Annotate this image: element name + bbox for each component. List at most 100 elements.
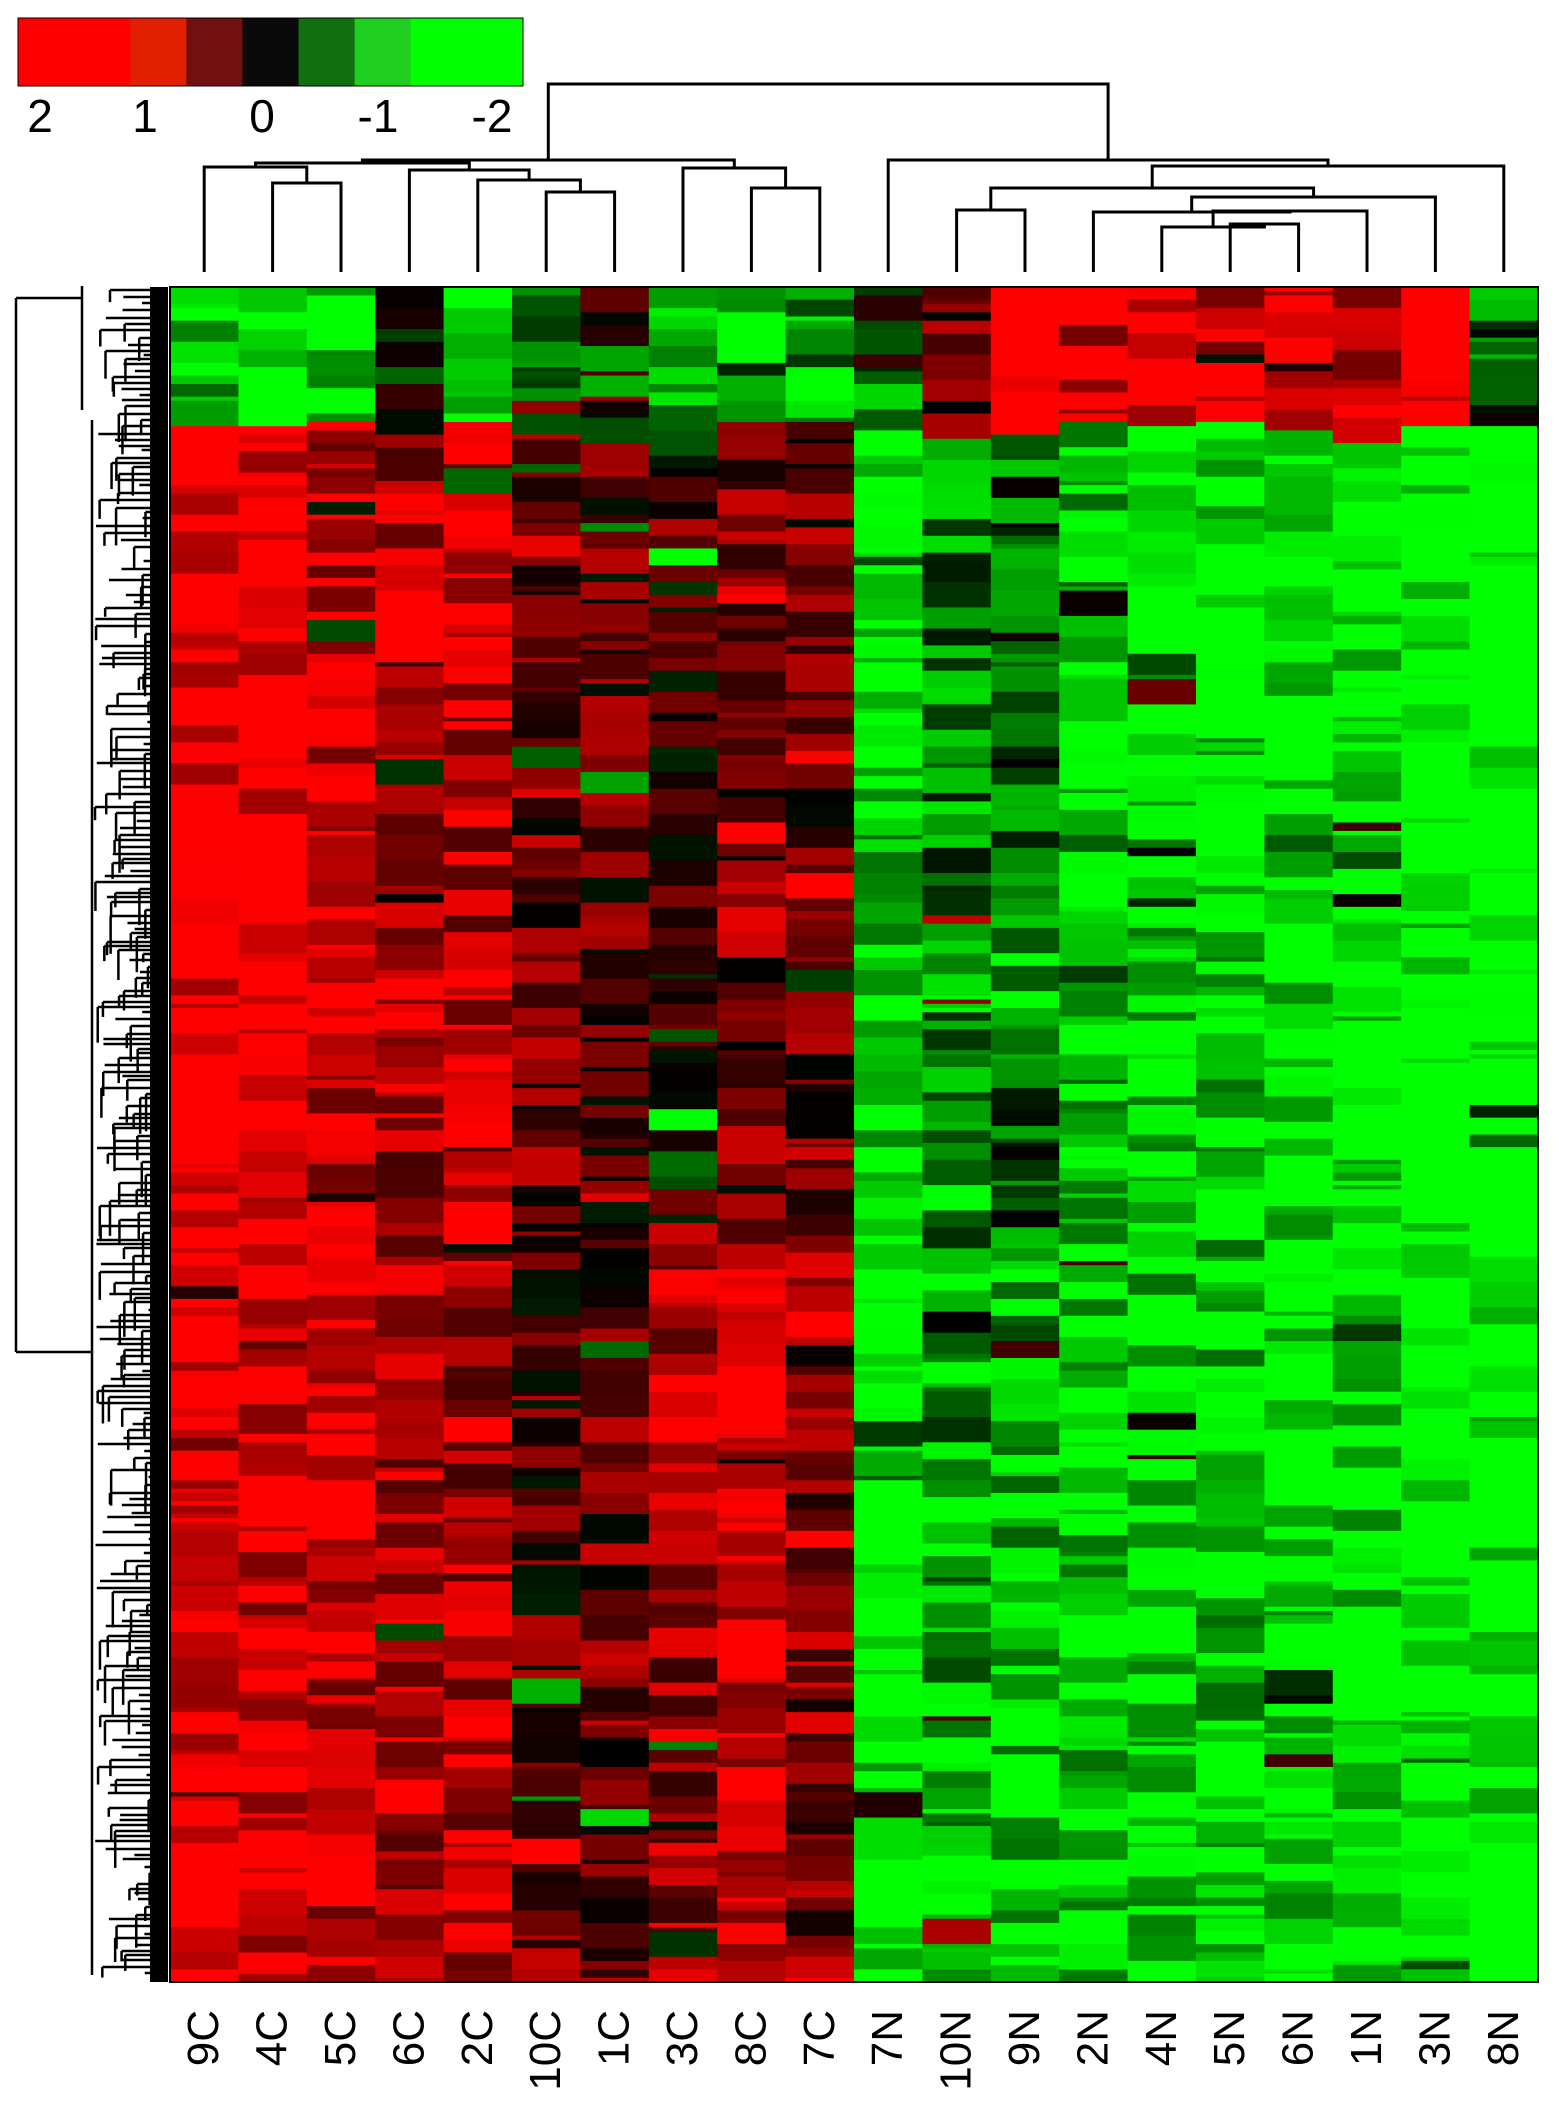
heatmap-cell bbox=[990, 991, 1060, 996]
heatmap-cell bbox=[1469, 346, 1539, 351]
heatmap-cell bbox=[854, 915, 923, 921]
heatmap-cell bbox=[1264, 843, 1334, 849]
dendrogram-branch bbox=[1150, 164, 1506, 272]
heatmap-cell bbox=[1401, 927, 1471, 933]
heatmap-cell bbox=[306, 1041, 376, 1047]
heatmap-cell bbox=[854, 1235, 923, 1241]
heatmap-cell bbox=[306, 721, 376, 727]
heatmap-cell bbox=[1059, 965, 1129, 971]
heatmap-cell bbox=[990, 729, 1060, 735]
heatmap-cell bbox=[580, 1041, 650, 1047]
heatmap-cell bbox=[375, 1096, 445, 1102]
heatmap-cell bbox=[990, 443, 1060, 448]
heatmap-cell bbox=[1264, 746, 1334, 752]
heatmap-cell bbox=[1196, 1176, 1265, 1182]
heatmap-cell bbox=[717, 480, 787, 486]
heatmap-cell bbox=[512, 421, 581, 427]
heatmap-cell bbox=[170, 287, 239, 292]
heatmap-cell bbox=[1469, 742, 1539, 748]
heatmap-cell bbox=[854, 868, 923, 874]
heatmap-cell bbox=[375, 670, 445, 676]
heatmap-cell bbox=[170, 607, 239, 613]
heatmap-cell bbox=[1059, 1016, 1129, 1022]
heatmap-cell bbox=[922, 746, 992, 752]
heatmap-cell bbox=[648, 375, 718, 381]
heatmap-cell bbox=[580, 472, 650, 478]
heatmap-cell bbox=[238, 974, 308, 980]
heatmap-cell bbox=[580, 438, 650, 444]
heatmap-cell bbox=[1401, 1029, 1471, 1034]
heatmap-cell bbox=[1469, 599, 1539, 604]
heatmap-cell bbox=[785, 729, 855, 735]
heatmap-cell bbox=[375, 1126, 445, 1131]
heatmap-cell bbox=[785, 852, 855, 857]
heatmap-cell bbox=[990, 1159, 1060, 1165]
heatmap-cell bbox=[854, 1062, 923, 1068]
heatmap-cell bbox=[1196, 645, 1265, 651]
heatmap-cell bbox=[1196, 746, 1265, 752]
heatmap-cell bbox=[1196, 392, 1265, 398]
heatmap-cell bbox=[375, 396, 445, 402]
heatmap-cell bbox=[1332, 915, 1402, 921]
heatmap-cell bbox=[1127, 995, 1197, 1001]
heatmap-cell bbox=[1469, 362, 1539, 368]
heatmap-cell bbox=[443, 961, 513, 967]
heatmap-cell bbox=[1196, 986, 1265, 992]
heatmap-cell bbox=[717, 995, 787, 1001]
heatmap-cell bbox=[785, 556, 855, 562]
heatmap-cell bbox=[306, 767, 376, 773]
heatmap-cell bbox=[1196, 662, 1265, 668]
heatmap-cell bbox=[1127, 632, 1197, 638]
heatmap-cell bbox=[1127, 961, 1197, 967]
heatmap-cell bbox=[170, 615, 239, 621]
heatmap-cell bbox=[1264, 771, 1334, 777]
heatmap-cell bbox=[1469, 1193, 1539, 1199]
heatmap-cell bbox=[1196, 518, 1265, 524]
heatmap-cell bbox=[990, 312, 1060, 318]
heatmap-cell bbox=[375, 856, 445, 862]
heatmap-cell bbox=[238, 1147, 308, 1152]
heatmap-cell bbox=[785, 1201, 855, 1207]
heatmap-cell bbox=[990, 995, 1060, 1001]
heatmap-cell bbox=[717, 577, 787, 583]
heatmap-cell bbox=[1401, 1024, 1471, 1030]
heatmap-cell bbox=[785, 502, 855, 507]
heatmap-cell bbox=[717, 948, 787, 954]
heatmap-cell bbox=[648, 1214, 718, 1220]
heatmap-cell bbox=[648, 1033, 718, 1039]
heatmap-cell bbox=[1059, 1045, 1129, 1051]
heatmap-cell bbox=[854, 362, 923, 368]
heatmap-cell bbox=[717, 653, 787, 659]
heatmap-cell bbox=[512, 847, 581, 853]
heatmap-cell bbox=[512, 911, 581, 916]
heatmap-cell bbox=[306, 561, 376, 566]
heatmap-cell bbox=[990, 1130, 1060, 1136]
heatmap-cell bbox=[1059, 358, 1129, 364]
heatmap-cell bbox=[1332, 738, 1402, 743]
color-scale-tick-label: 0 bbox=[249, 90, 275, 142]
heatmap-cell bbox=[785, 603, 855, 609]
heatmap-cell bbox=[785, 970, 855, 975]
heatmap-cell bbox=[238, 1201, 308, 1207]
heatmap-cell bbox=[443, 1239, 513, 1245]
heatmap-cell bbox=[717, 303, 787, 309]
heatmap-cell bbox=[1196, 936, 1265, 942]
heatmap-cell bbox=[512, 392, 581, 398]
heatmap-cell bbox=[922, 1113, 992, 1119]
heatmap-cell bbox=[375, 649, 445, 655]
heatmap-cell bbox=[375, 607, 445, 613]
heatmap-cell bbox=[1127, 1206, 1197, 1211]
heatmap-cell bbox=[238, 809, 308, 815]
heatmap-cell bbox=[648, 1054, 718, 1060]
heatmap-cell bbox=[785, 1088, 855, 1093]
heatmap-cell bbox=[1469, 970, 1539, 975]
heatmap-cell bbox=[580, 295, 650, 301]
heatmap-cell bbox=[238, 1206, 308, 1211]
heatmap-cell bbox=[170, 1126, 239, 1131]
heatmap-cell bbox=[1127, 312, 1197, 318]
heatmap-cell bbox=[1196, 510, 1265, 516]
heatmap-cell bbox=[785, 1003, 855, 1009]
heatmap-cell bbox=[443, 599, 513, 604]
heatmap-cell bbox=[512, 535, 581, 541]
heatmap-cell bbox=[1264, 464, 1334, 469]
